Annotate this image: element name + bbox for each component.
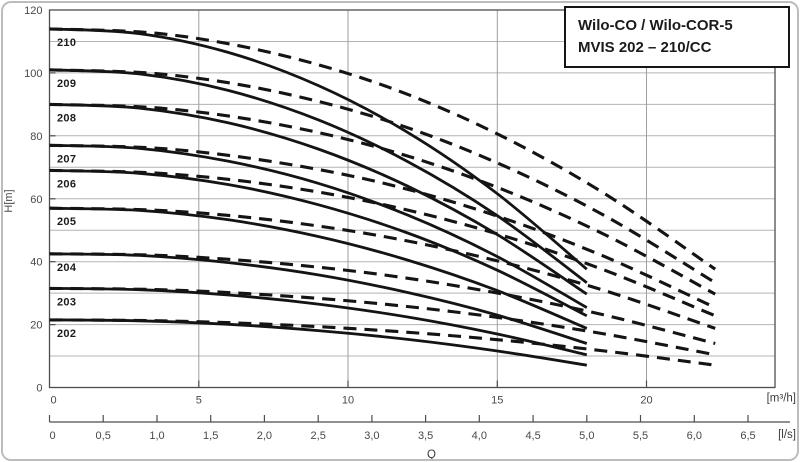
x-tick-label-ls: 1,0 [149,430,164,442]
pump-curve-209-solid [49,68,588,284]
pump-curve-label: 203 [57,296,76,308]
title-line-2: MVIS 202 – 210/CC [578,39,712,56]
pump-curve-label: 210 [57,37,76,49]
y-axis-label: H[m] [3,189,15,212]
x-tick-label-ls: 4,0 [472,430,487,442]
pump-curve-210-dashed [49,27,717,271]
x-axis-unit-ls: [l/s] [778,429,796,441]
pump-curve-label: 206 [57,178,76,190]
pump-curve-label: 209 [57,78,76,90]
pump-curve-202-dashed [49,318,716,367]
x-tick-label-m3h: 15 [491,395,503,407]
x-axis-unit-m3h: [m³/h] [767,393,796,405]
x-tick-label-ls: 3,5 [418,430,433,442]
pump-curve-204-dashed [49,252,716,346]
pump-curve-label: 208 [57,112,76,124]
y-tick-label: 20 [30,320,42,332]
y-tick-label: 80 [30,131,42,143]
x-tick-label-ls: 5,5 [633,430,648,442]
pump-curve-203-dashed [49,286,716,357]
pump-curve-208-dashed [49,102,716,296]
x-tick-label-m3h: 10 [342,395,354,407]
x-tick-label-ls: 0,5 [96,430,111,442]
x-tick-label-ls: 2,5 [311,430,326,442]
pump-curve-202-solid [49,318,588,367]
pump-curve-label: 207 [57,153,76,165]
x-tick-label-m3h: 0 [50,395,56,407]
pump-curve-205-solid [49,206,588,330]
x-tick-label-ls: 4,5 [525,430,540,442]
y-tick-label: 40 [30,257,42,269]
y-tick-label: 120 [24,5,42,17]
title-box: Wilo-CO / Wilo-COR-5 MVIS 202 – 210/CC [564,6,790,68]
pump-curve-206-dashed [49,168,716,318]
pump-curve-207-solid [49,143,588,309]
pump-curve-label: 202 [57,328,76,340]
x-tick-label-ls: 5,0 [579,430,594,442]
x-tick-label-ls: 1,5 [203,430,218,442]
pump-curve-label: 205 [57,216,76,228]
x-tick-label-m3h: 5 [196,395,202,407]
x-tick-label-ls: 0 [49,430,55,442]
x-tick-label-ls: 2,0 [257,430,272,442]
pump-curve-205-dashed [49,206,716,330]
y-tick-label: 60 [30,194,42,206]
pump-curve-210-solid [49,27,588,271]
q-axis-label: Q [427,449,436,461]
y-tick-label: 0 [36,383,42,395]
pump-curve-label: 204 [57,262,77,274]
x-tick-label-ls: 3,0 [364,430,379,442]
pump-curve-207-dashed [49,143,716,310]
title-line-1: Wilo-CO / Wilo-COR-5 [578,17,733,34]
x-tick-label-ls: 6,5 [740,430,755,442]
y-tick-label: 100 [24,68,42,80]
x-tick-label-m3h: 20 [640,395,652,407]
x-tick-label-ls: 6,0 [687,430,702,442]
pump-curve-209-dashed [49,68,717,285]
